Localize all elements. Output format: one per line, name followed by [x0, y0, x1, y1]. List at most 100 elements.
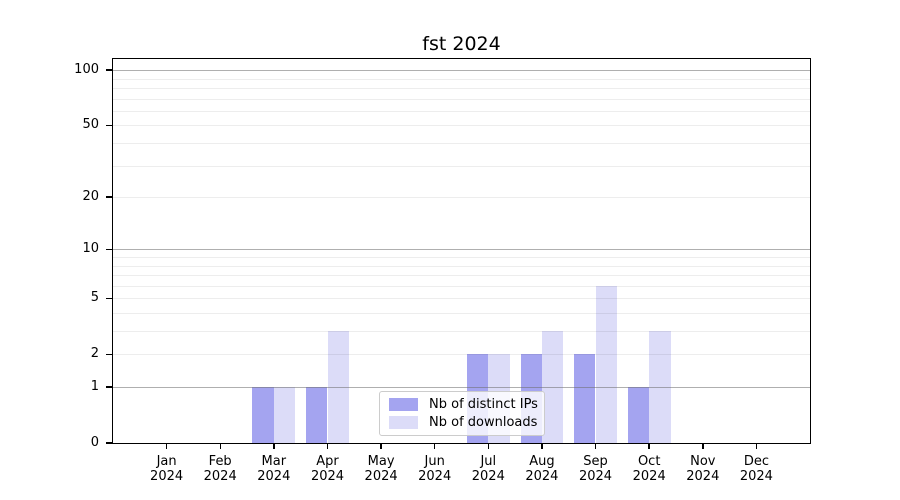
y-tick-20 — [106, 196, 113, 198]
x-tick-month: Jul — [480, 454, 497, 469]
x-tick-may — [380, 443, 382, 449]
gridline-minor-2 — [113, 354, 810, 356]
y-tick-label-50: 50 — [82, 117, 99, 133]
gridline-minor-5 — [113, 298, 810, 300]
x-tick-month: Jan — [156, 454, 177, 469]
y-tick-0 — [106, 442, 113, 444]
gridline-minor-6 — [113, 285, 810, 287]
x-tick-year: 2024 — [686, 469, 720, 484]
bar-distinct-ips-apr — [306, 387, 328, 443]
x-tick-year: 2024 — [418, 469, 452, 484]
x-tick-label-jan: Jan 2024 — [137, 454, 197, 484]
legend-item-distinct-ips: Nb of distinct IPs — [389, 397, 538, 413]
x-tick-mar — [273, 443, 275, 449]
y-tick-5 — [106, 297, 113, 299]
gridline-minor-20 — [113, 197, 810, 199]
x-tick-month: May — [367, 454, 395, 469]
y-tick-2 — [106, 353, 113, 355]
x-tick-label-sep: Sep 2024 — [566, 454, 626, 484]
x-tick-aug — [541, 443, 543, 449]
x-tick-jul — [487, 443, 490, 449]
legend-label-distinct-ips: Nb of distinct IPs — [429, 397, 538, 413]
legend: Nb of distinct IPs Nb of downloads — [379, 391, 545, 436]
x-tick-month: Apr — [316, 454, 339, 469]
bar-distinct-ips-sep — [574, 354, 596, 443]
x-tick-month: Sep — [583, 454, 608, 469]
legend-label-downloads: Nb of downloads — [429, 414, 538, 430]
gridline-minor-30 — [113, 165, 810, 167]
x-tick-month: Jun — [424, 454, 445, 469]
x-tick-label-jun: Jun 2024 — [405, 454, 465, 484]
gridline-minor-7 — [113, 275, 810, 276]
gridline-major-10 — [113, 249, 810, 251]
x-tick-label-mar: Mar 2024 — [244, 454, 304, 484]
y-tick-100 — [106, 69, 113, 71]
grid-layer — [113, 59, 810, 443]
plot-area: 0 1 2 5 10 20 50 100 Jan 2024 Feb 2024 Mar 2024 Apr 202… — [74, 58, 811, 484]
x-tick-year: 2024 — [364, 469, 398, 484]
x-tick-label-nov: Nov 2024 — [673, 454, 733, 484]
x-tick-nov — [702, 443, 704, 449]
gridline-minor-50 — [113, 125, 810, 127]
gridline-minor-40 — [113, 143, 810, 144]
y-tick-label-1: 1 — [90, 379, 99, 394]
gridline-minor-4 — [113, 313, 810, 314]
chart-title: fst 2024 — [422, 33, 501, 55]
x-tick-label-may: May 2024 — [351, 454, 411, 484]
x-tick-apr — [326, 443, 329, 449]
x-tick-year: 2024 — [150, 469, 184, 484]
x-tick-year: 2024 — [525, 469, 559, 484]
x-tick-month: Dec — [743, 454, 769, 469]
axis-ticks-layer: 0 1 2 5 10 20 50 100 Jan 2024 Feb 2024 Mar 2024 Apr 202… — [74, 59, 810, 484]
gridline-minor-90 — [113, 78, 810, 80]
gridline-major-1 — [113, 387, 810, 388]
legend-swatch-downloads-icon — [389, 415, 418, 429]
y-tick-label-5: 5 — [90, 290, 99, 306]
x-tick-dec — [755, 443, 758, 449]
x-tick-year: 2024 — [578, 469, 613, 484]
x-tick-year: 2024 — [739, 469, 773, 484]
x-tick-label-oct: Oct 2024 — [619, 454, 679, 484]
x-tick-year: 2024 — [632, 469, 666, 484]
legend-swatch-distinct-ips-icon — [389, 398, 418, 412]
x-tick-year: 2024 — [257, 469, 291, 484]
x-tick-label-jul: Jul 2024 — [458, 454, 518, 484]
gridline-minor-80 — [113, 88, 810, 89]
x-tick-month: Oct — [637, 454, 661, 469]
x-tick-month: Mar — [261, 454, 287, 469]
y-tick-label-0: 0 — [90, 435, 99, 450]
x-tick-label-aug: Aug 2024 — [512, 454, 572, 484]
bar-distinct-ips-oct — [627, 387, 650, 443]
x-tick-jan — [165, 443, 168, 449]
x-tick-label-feb: Feb 2024 — [190, 454, 250, 484]
y-tick-label-20: 20 — [82, 189, 99, 205]
x-tick-label-apr: Apr 2024 — [298, 454, 358, 484]
x-tick-year: 2024 — [310, 469, 345, 484]
gridline-minor-60 — [113, 110, 810, 112]
gridline-minor-3 — [113, 331, 810, 332]
y-tick-50 — [106, 124, 113, 127]
x-tick-label-dec: Dec 2024 — [726, 454, 786, 484]
x-tick-oct — [648, 443, 650, 449]
bar-distinct-ips-mar — [252, 387, 274, 443]
x-tick-month: Aug — [529, 454, 555, 469]
x-tick-year: 2024 — [203, 469, 237, 484]
y-tick-10 — [106, 248, 113, 251]
y-tick-label-10: 10 — [82, 241, 99, 257]
x-tick-jun — [433, 443, 436, 449]
gridline-minor-70 — [113, 98, 810, 100]
gridline-minor-9 — [113, 257, 810, 258]
legend-item-downloads: Nb of downloads — [389, 414, 538, 430]
y-tick-label-100: 100 — [74, 62, 99, 78]
x-tick-month: Nov — [690, 454, 716, 469]
y-tick-label-2: 2 — [90, 346, 99, 362]
y-tick-1 — [106, 386, 113, 388]
x-tick-year: 2024 — [471, 469, 505, 484]
bar-downloads-mar — [273, 387, 296, 443]
x-tick-month: Feb — [208, 454, 232, 469]
x-tick-sep — [594, 443, 597, 449]
gridline-minor-8 — [113, 265, 810, 267]
bar-downloads-sep — [595, 285, 617, 443]
x-tick-feb — [219, 443, 221, 449]
